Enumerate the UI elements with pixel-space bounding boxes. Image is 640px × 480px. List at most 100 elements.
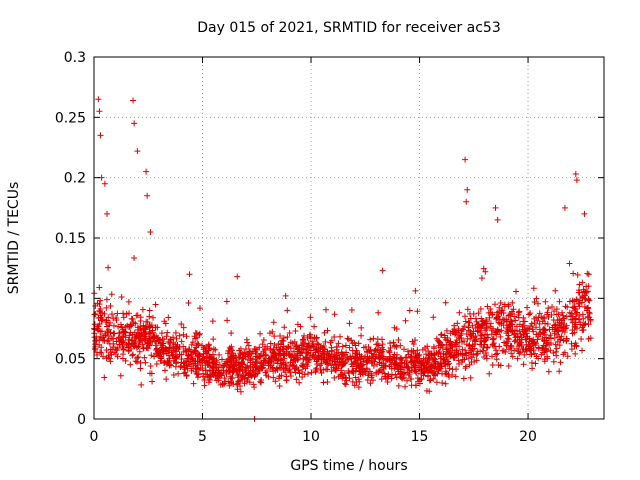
data-point (216, 351, 223, 358)
data-point (262, 351, 269, 358)
data-point (555, 322, 562, 329)
data-point (528, 351, 535, 358)
data-point (442, 368, 449, 375)
data-point (196, 331, 203, 338)
data-point (244, 339, 251, 346)
data-point (456, 309, 463, 316)
data-point (535, 300, 542, 307)
data-point (530, 347, 537, 354)
data-point (118, 293, 125, 300)
data-point (108, 311, 115, 318)
data-point (311, 323, 318, 330)
data-point (192, 368, 199, 375)
data-point (180, 360, 187, 367)
data-point (100, 337, 107, 344)
data-point (312, 347, 319, 354)
data-point (346, 375, 353, 382)
data-point (276, 382, 283, 389)
data-point (307, 314, 314, 321)
data-point (107, 329, 114, 336)
data-point (556, 342, 563, 349)
data-point (579, 279, 586, 286)
data-point (388, 375, 395, 382)
data-point (255, 367, 262, 374)
data-point (360, 371, 367, 378)
data-point (260, 337, 267, 344)
data-point (205, 342, 212, 349)
data-point (283, 377, 290, 384)
data-point (449, 366, 456, 373)
data-point (237, 388, 244, 395)
data-point (474, 327, 481, 334)
data-point (493, 328, 500, 335)
data-point (458, 327, 465, 334)
data-point (486, 370, 493, 377)
data-point (153, 345, 160, 352)
data-point (556, 298, 563, 305)
data-point (433, 379, 440, 386)
data-point (235, 378, 242, 385)
data-point (365, 372, 372, 379)
data-point (196, 330, 203, 337)
data-point (116, 329, 123, 336)
data-point (398, 371, 405, 378)
data-point (328, 337, 335, 344)
data-point (517, 330, 524, 337)
data-point (558, 319, 565, 326)
data-point (550, 349, 557, 356)
data-point (552, 287, 559, 294)
data-point (168, 344, 175, 351)
data-point (207, 354, 214, 361)
data-point (463, 330, 470, 337)
data-point (294, 321, 301, 328)
data-point (304, 350, 311, 357)
data-point (467, 374, 474, 381)
data-point (267, 340, 274, 347)
data-point (450, 354, 457, 361)
data-point (585, 335, 592, 342)
data-point (568, 340, 575, 347)
data-point (566, 260, 573, 267)
data-point (105, 322, 112, 329)
data-point (499, 307, 506, 314)
data-point (469, 330, 476, 337)
data-point (584, 270, 591, 277)
data-point (579, 347, 586, 354)
data-point (511, 338, 518, 345)
data-point (443, 355, 450, 362)
data-point (305, 343, 312, 350)
data-point (139, 306, 146, 313)
data-point (306, 356, 313, 363)
data-point (494, 216, 501, 223)
data-point (496, 304, 503, 311)
data-point (257, 378, 264, 385)
data-point (281, 324, 288, 331)
data-point (225, 378, 232, 385)
data-point (391, 324, 398, 331)
data-point (348, 355, 355, 362)
data-point (568, 346, 575, 353)
data-point (270, 319, 277, 326)
data-point (110, 330, 117, 337)
data-point (552, 348, 559, 355)
data-point (437, 331, 444, 338)
data-point (379, 336, 386, 343)
data-point (278, 372, 285, 379)
data-point (508, 350, 515, 357)
data-point (342, 342, 349, 349)
data-point (556, 316, 563, 323)
data-point (227, 367, 234, 374)
data-point (525, 342, 532, 349)
data-point (273, 365, 280, 372)
data-point (351, 339, 358, 346)
data-point (315, 348, 322, 355)
data-point (310, 341, 317, 348)
data-point (292, 352, 299, 359)
data-point (548, 312, 555, 319)
data-point (97, 132, 104, 139)
data-point (180, 324, 187, 331)
data-point (511, 331, 518, 338)
data-point (233, 381, 240, 388)
data-point (119, 326, 126, 333)
data-point (414, 308, 421, 315)
